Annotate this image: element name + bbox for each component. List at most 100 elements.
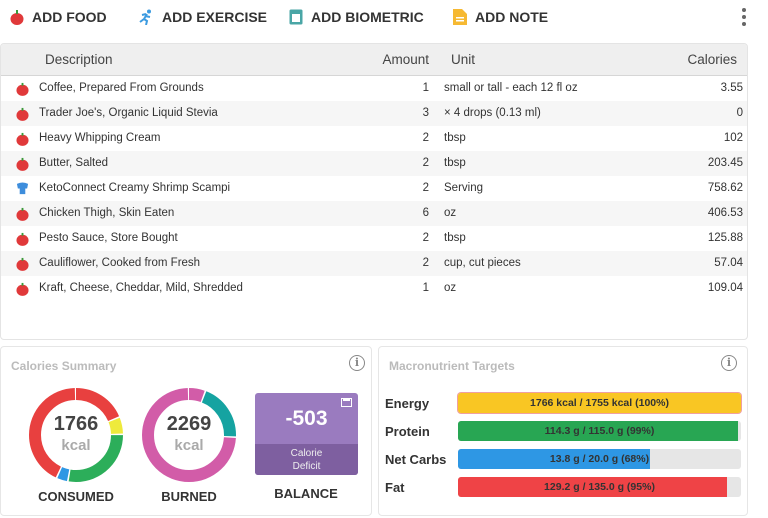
add-food-button[interactable]: ADD FOOD (10, 9, 107, 25)
food-amount: 1 (422, 82, 429, 94)
apple-icon (16, 281, 29, 299)
balance-label: BALANCE (274, 486, 338, 501)
macronutrient-targets-panel: Macronutrient Targets i Energy 1766 kcal… (378, 346, 748, 516)
table-row[interactable]: KetoConnect Creamy Shrimp Scampi 2 Servi… (1, 176, 747, 201)
macro-bar-fill (458, 421, 739, 441)
food-amount: 2 (422, 232, 429, 244)
macro-progress-bar: 129.2 g / 135.0 g (95%) (458, 477, 741, 497)
apple-icon (16, 81, 29, 99)
macro-label: Energy (385, 396, 430, 411)
macro-progress-bar: 1766 kcal / 1755 kcal (100%) (458, 393, 741, 413)
food-description: KetoConnect Creamy Shrimp Scampi (39, 182, 231, 194)
food-unit: oz (444, 282, 457, 294)
chef-hat-icon (16, 181, 29, 199)
calories-summary-title: Calories Summary (11, 359, 117, 373)
consumed-unit: kcal (61, 437, 91, 454)
macro-row-energy: Energy 1766 kcal / 1755 kcal (100%) (385, 393, 741, 413)
food-calories: 406.53 (707, 207, 743, 219)
macro-row-protein: Protein 114.3 g / 115.0 g (99%) (385, 421, 741, 441)
running-icon (139, 9, 151, 25)
food-description: Coffee, Prepared From Grounds (39, 82, 204, 94)
food-unit: cup, cut pieces (444, 257, 521, 269)
apple-icon (16, 231, 29, 249)
food-description: Butter, Salted (39, 157, 109, 169)
burned-donut: 2269 kcal (139, 385, 239, 485)
food-calories: 758.62 (707, 182, 743, 194)
table-row[interactable]: Chicken Thigh, Skin Eaten 6 oz 406.53 (1, 201, 747, 226)
food-calories: 0 (736, 107, 743, 119)
apple-icon (16, 206, 29, 224)
add-exercise-button[interactable]: ADD EXERCISE (138, 9, 267, 25)
header-calories[interactable]: Calories (687, 52, 737, 67)
macronutrient-targets-title: Macronutrient Targets (389, 359, 515, 373)
table-row[interactable]: Heavy Whipping Cream 2 tbsp 102 (1, 126, 747, 151)
table-row[interactable]: Pesto Sauce, Store Bought 2 tbsp 125.88 (1, 226, 747, 251)
donut-segment (142, 388, 236, 482)
header-unit[interactable]: Unit (451, 52, 476, 67)
header-amount[interactable]: Amount (382, 52, 429, 67)
macro-label: Fat (385, 480, 405, 495)
food-unit: oz (444, 207, 457, 219)
food-amount: 3 (422, 107, 429, 119)
food-amount: 1 (422, 282, 429, 294)
apple-icon (16, 106, 29, 124)
food-amount: 2 (422, 257, 429, 269)
info-icon[interactable]: i (349, 355, 365, 371)
burned-label: BURNED (161, 489, 217, 504)
balance-card[interactable]: -503 Calorie Deficit (255, 393, 358, 475)
more-options-icon[interactable] (742, 8, 748, 26)
note-icon (453, 9, 467, 25)
macro-row-fat: Fat 129.2 g / 135.0 g (95%) (385, 477, 741, 497)
apple-icon (16, 131, 29, 149)
macro-row-net-carbs: Net Carbs 13.8 g / 20.0 g (68%) (385, 449, 741, 469)
food-calories: 203.45 (707, 157, 743, 169)
food-description: Kraft, Cheese, Cheddar, Mild, Shredded (39, 282, 243, 294)
add-note-button[interactable]: ADD NOTE (453, 9, 548, 25)
scale-icon (341, 398, 352, 407)
food-amount: 2 (422, 182, 429, 194)
food-calories: 109.04 (707, 282, 743, 294)
food-unit: tbsp (444, 232, 466, 244)
add-biometric-button[interactable]: ADD BIOMETRIC (289, 9, 424, 25)
apple-icon (10, 10, 24, 25)
table-row[interactable]: Kraft, Cheese, Cheddar, Mild, Shredded 1… (1, 276, 747, 301)
donut-segment (29, 388, 123, 482)
table-row[interactable]: Cauliflower, Cooked from Fresh 2 cup, cu… (1, 251, 747, 276)
table-row[interactable]: Coffee, Prepared From Grounds 1 small or… (1, 76, 747, 101)
food-description: Heavy Whipping Cream (39, 132, 161, 144)
burned-unit: kcal (174, 437, 204, 454)
header-description[interactable]: Description (45, 52, 113, 67)
food-calories: 3.55 (720, 82, 743, 94)
macro-bar-text: 13.8 g / 20.0 g (68%) (549, 453, 650, 465)
food-description: Cauliflower, Cooked from Fresh (39, 257, 201, 269)
burned-value: 2269 (166, 413, 212, 435)
macro-progress-bar: 114.3 g / 115.0 g (99%) (458, 421, 741, 441)
scale-icon (289, 9, 303, 25)
info-icon[interactable]: i (721, 355, 737, 371)
food-unit: tbsp (444, 132, 466, 144)
food-calories: 125.88 (707, 232, 743, 244)
macro-bar-text: 129.2 g / 135.0 g (95%) (544, 481, 655, 493)
donut-segment (29, 388, 123, 482)
food-amount: 6 (422, 207, 429, 219)
food-unit: small or tall - each 12 fl oz (444, 82, 578, 94)
food-description: Trader Joe's, Organic Liquid Stevia (39, 107, 218, 119)
calories-summary-panel: Calories Summary i 1766 kcal CONSUMED 22… (0, 346, 372, 516)
consumed-donut: 1766 kcal (26, 385, 126, 485)
table-row[interactable]: Butter, Salted 2 tbsp 203.45 (1, 151, 747, 176)
food-unit: tbsp (444, 157, 466, 169)
donut-segment (142, 388, 236, 482)
macro-bar-fill (458, 449, 651, 469)
food-calories: 102 (723, 132, 743, 144)
food-amount: 2 (422, 157, 429, 169)
consumed-value: 1766 (53, 413, 99, 435)
food-diary-table: Description Amount Unit Calories Coffee,… (0, 43, 748, 340)
macro-progress-bar: 13.8 g / 20.0 g (68%) (458, 449, 741, 469)
table-row[interactable]: Trader Joe's, Organic Liquid Stevia 3 × … (1, 101, 747, 126)
table-header: Description Amount Unit Calories (1, 44, 747, 76)
macro-bar-fill (458, 477, 727, 497)
food-unit: Serving (444, 182, 483, 194)
macro-bar-text: 114.3 g / 115.0 g (99%) (544, 425, 655, 437)
macro-bar-text: 1766 kcal / 1755 kcal (100%) (530, 397, 669, 409)
macro-bar-fill (458, 393, 741, 413)
